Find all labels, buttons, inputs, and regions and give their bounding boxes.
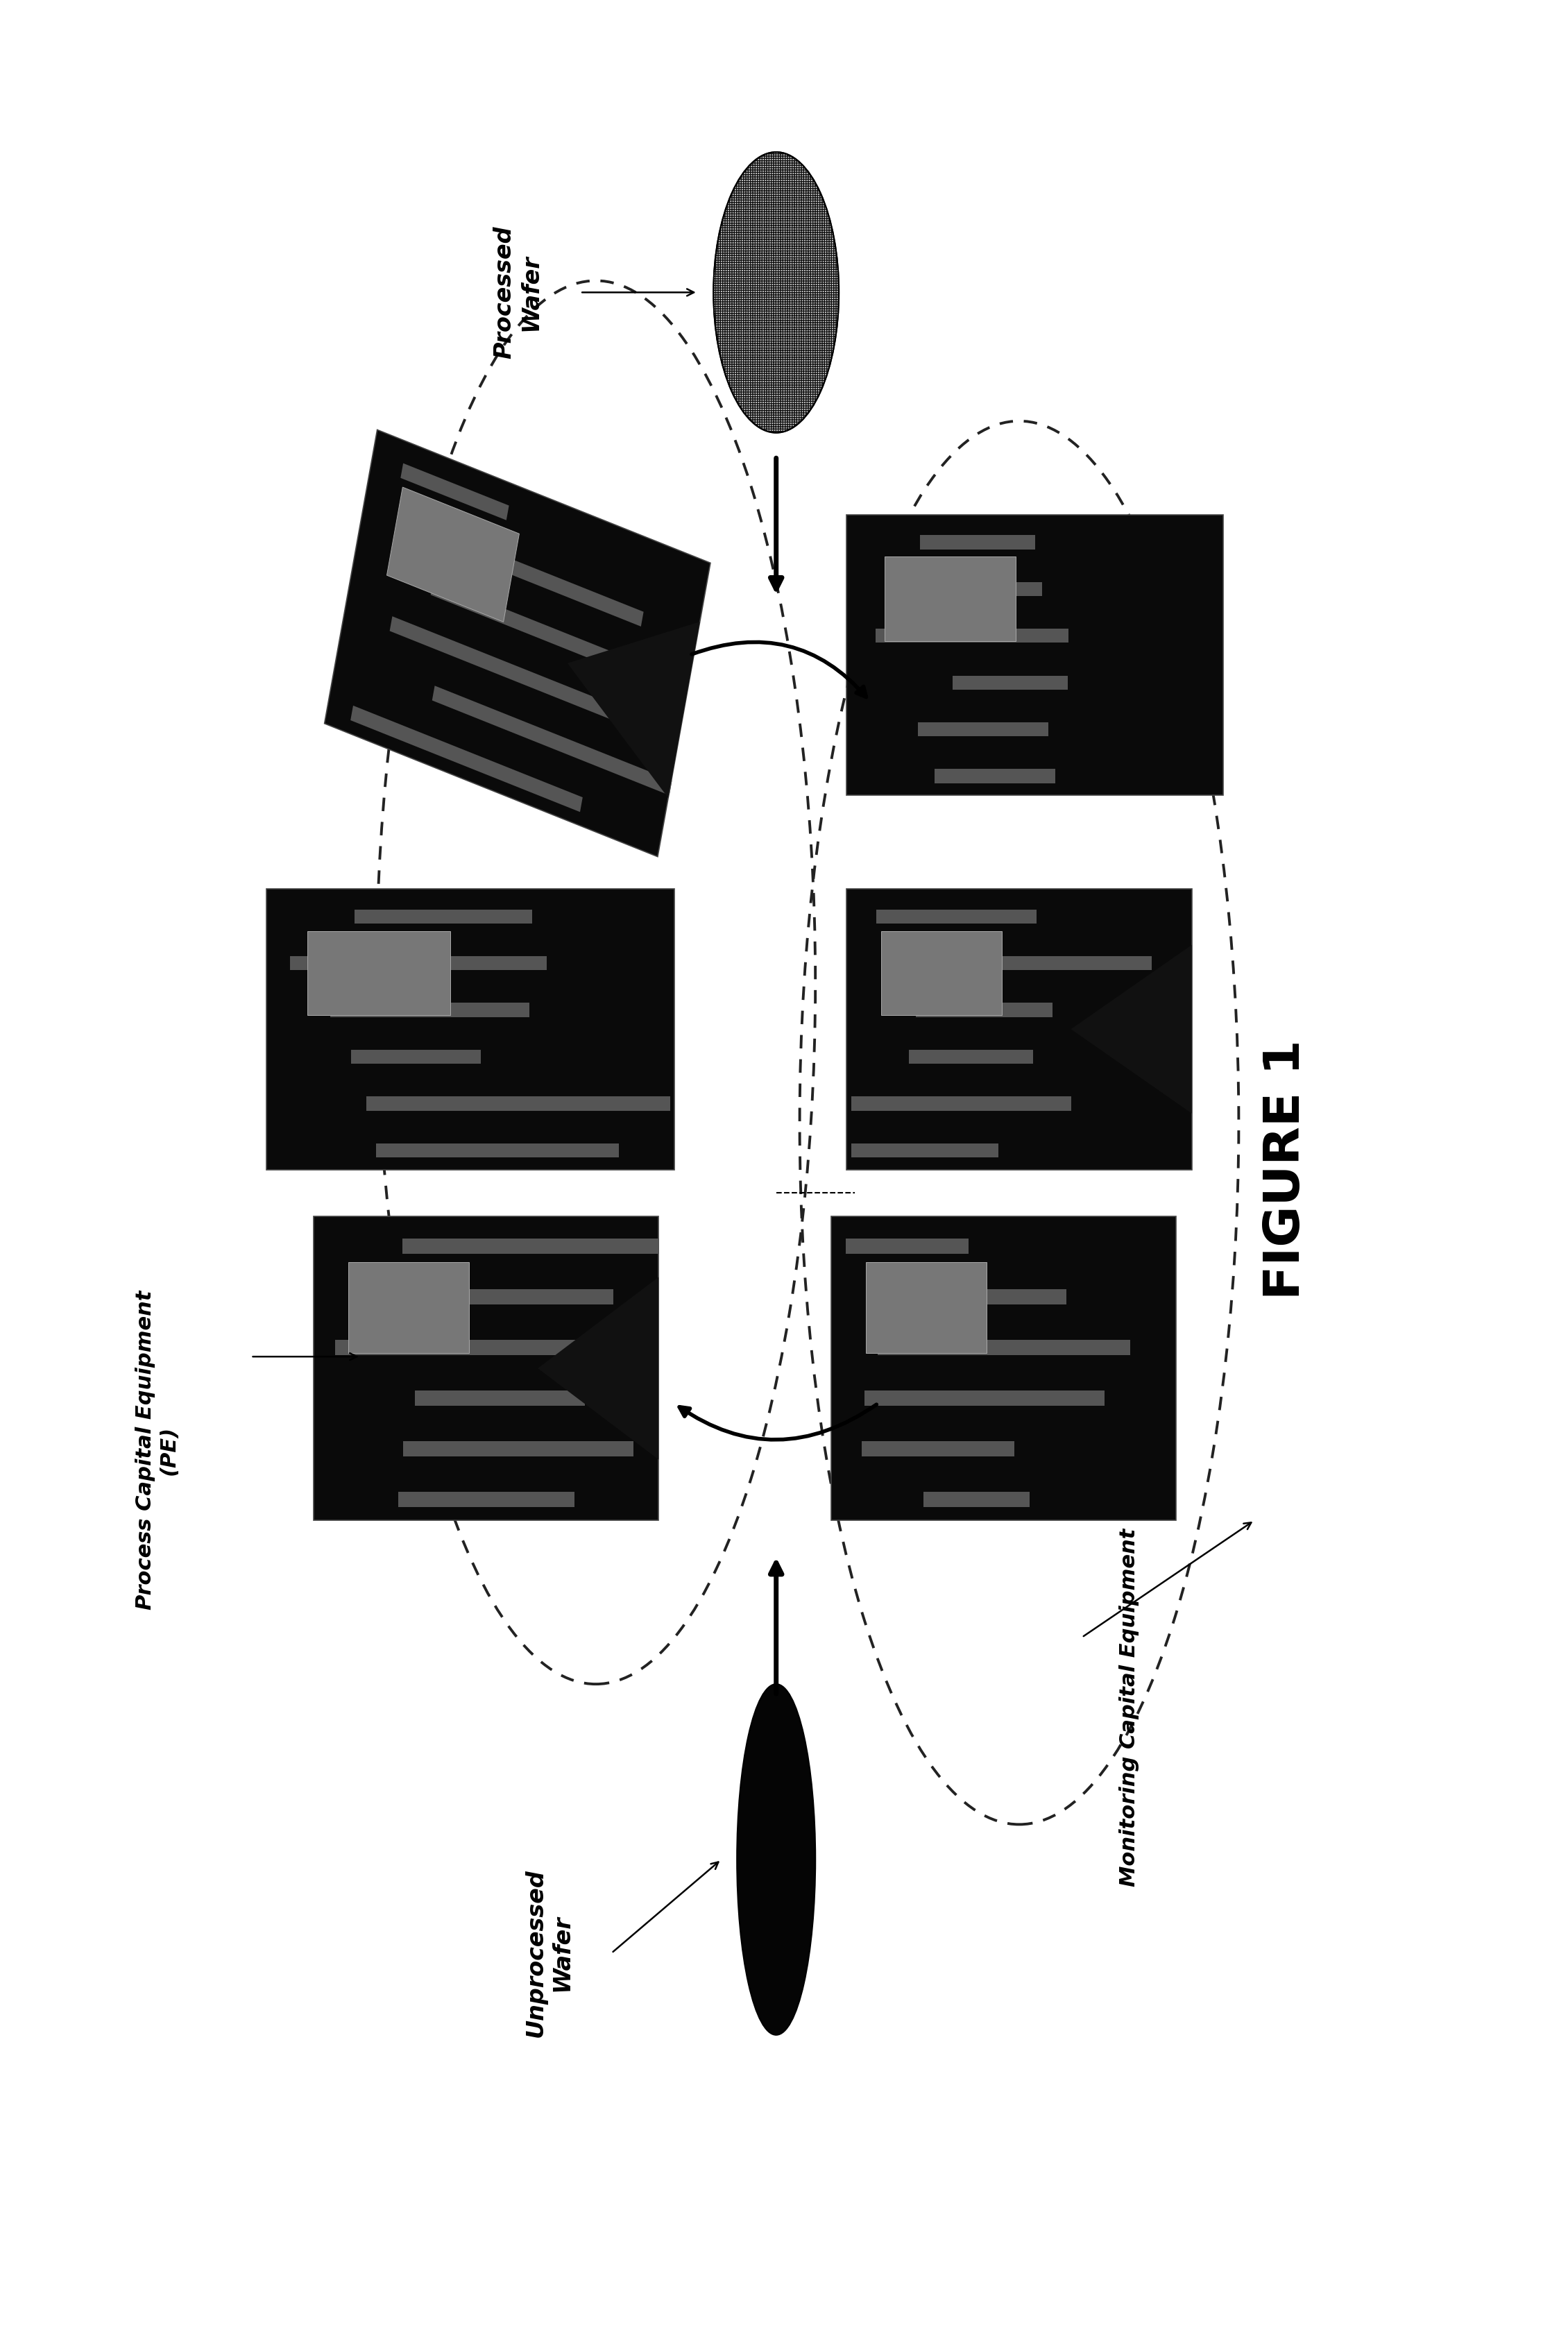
Bar bbox=[307, 931, 450, 1015]
Bar bbox=[894, 582, 1043, 596]
Ellipse shape bbox=[713, 152, 839, 433]
Bar bbox=[831, 1216, 1176, 1520]
Bar bbox=[351, 1050, 481, 1064]
Polygon shape bbox=[1071, 945, 1192, 1113]
Bar bbox=[387, 487, 519, 622]
Bar bbox=[400, 463, 510, 519]
Bar bbox=[336, 1340, 593, 1354]
Bar bbox=[354, 910, 532, 924]
Polygon shape bbox=[568, 622, 699, 798]
Bar bbox=[862, 1441, 1014, 1457]
Text: Processed
Wafer: Processed Wafer bbox=[492, 227, 543, 358]
Bar bbox=[390, 615, 654, 737]
Bar bbox=[864, 1392, 1105, 1406]
Bar bbox=[869, 1289, 1066, 1305]
Bar bbox=[434, 529, 643, 627]
Bar bbox=[416, 1392, 585, 1406]
Bar bbox=[314, 1216, 659, 1520]
Bar bbox=[403, 1441, 633, 1457]
Bar bbox=[866, 1263, 986, 1352]
Bar bbox=[881, 931, 1002, 1015]
Bar bbox=[267, 889, 674, 1170]
Bar bbox=[329, 1003, 530, 1017]
Text: Monitoring Capital Equipment: Monitoring Capital Equipment bbox=[1120, 1527, 1138, 1888]
Bar bbox=[433, 685, 673, 795]
Bar bbox=[919, 723, 1049, 737]
Text: Unprocessed
Wafer: Unprocessed Wafer bbox=[524, 1869, 574, 2037]
Bar bbox=[351, 706, 583, 812]
Bar bbox=[290, 957, 547, 971]
Bar bbox=[845, 1240, 969, 1254]
Bar bbox=[398, 1492, 575, 1506]
Bar bbox=[877, 910, 1036, 924]
Bar bbox=[403, 1240, 659, 1254]
Bar bbox=[383, 1289, 613, 1305]
Bar bbox=[851, 1144, 999, 1158]
Bar bbox=[916, 1003, 1052, 1017]
Bar bbox=[847, 515, 1223, 795]
Bar bbox=[924, 1492, 1030, 1506]
Bar bbox=[878, 1340, 1131, 1354]
Bar bbox=[875, 629, 1068, 643]
Bar bbox=[920, 536, 1035, 550]
Bar bbox=[367, 1097, 671, 1111]
Bar bbox=[431, 580, 635, 676]
Bar bbox=[935, 770, 1055, 784]
Bar bbox=[952, 676, 1068, 690]
Bar bbox=[847, 889, 1192, 1170]
Ellipse shape bbox=[737, 1684, 815, 2035]
Bar bbox=[325, 430, 710, 856]
Bar bbox=[884, 557, 1016, 641]
Text: FIGURE 1: FIGURE 1 bbox=[1262, 1039, 1309, 1300]
Bar bbox=[891, 957, 1152, 971]
Bar bbox=[376, 1144, 618, 1158]
Text: Process Capital Equipment
(PE): Process Capital Equipment (PE) bbox=[135, 1291, 179, 1609]
Polygon shape bbox=[538, 1277, 659, 1460]
Bar bbox=[348, 1263, 469, 1352]
Bar bbox=[909, 1050, 1033, 1064]
Bar bbox=[851, 1097, 1071, 1111]
